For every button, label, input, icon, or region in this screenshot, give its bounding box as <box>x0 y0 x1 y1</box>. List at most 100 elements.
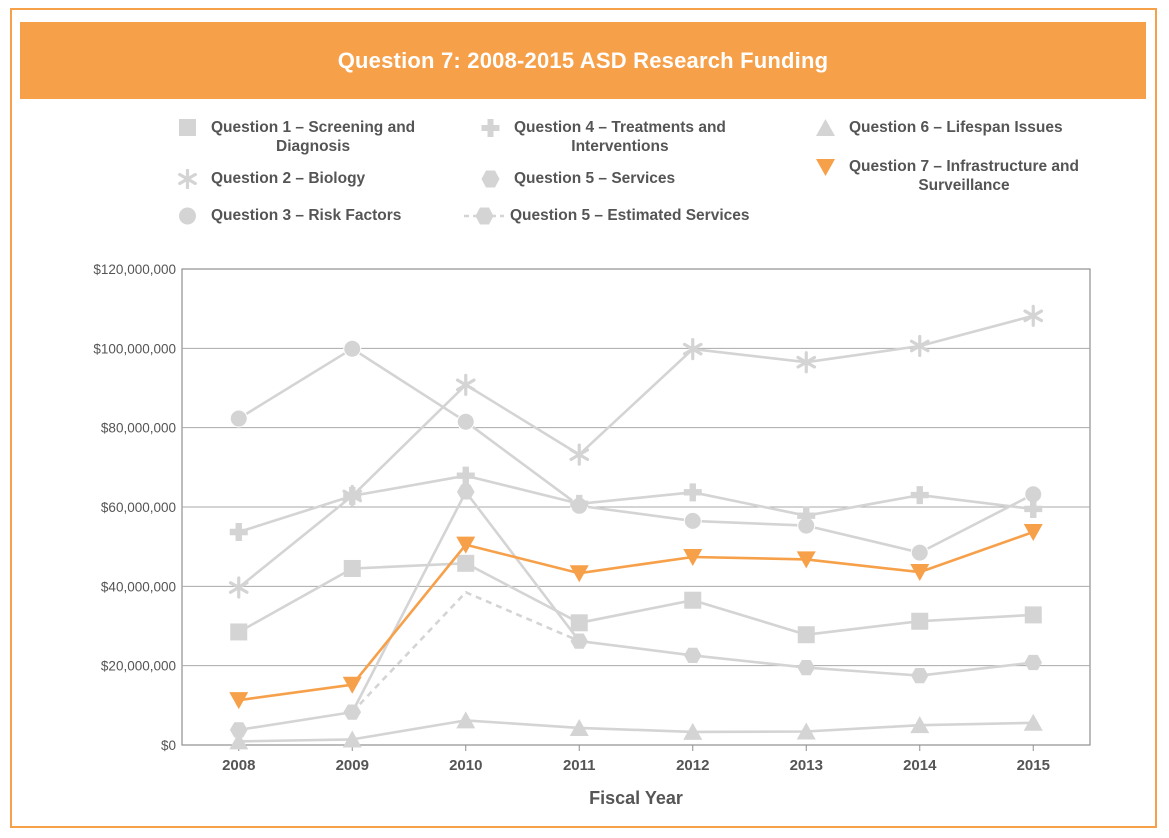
data-point-q6 <box>796 722 816 740</box>
data-point-q4 <box>1024 499 1043 518</box>
legend-item-q3: Question 3 – Risk Factors <box>173 206 401 226</box>
data-point-q3 <box>683 511 702 530</box>
data-point-q7 <box>683 548 703 566</box>
x-tick-label: 2013 <box>790 757 823 774</box>
legend-item-q2: Question 2 – Biology <box>173 169 365 189</box>
data-point-q6 <box>569 718 589 736</box>
x-tick-label: 2015 <box>1017 757 1050 774</box>
data-point-q6 <box>229 732 249 750</box>
y-tick-label: $20,000,000 <box>101 659 176 674</box>
data-point-q6 <box>456 711 476 729</box>
legend-label-q2: Question 2 – Biology <box>211 170 366 187</box>
dashed-hexagon-marker-icon <box>464 207 504 225</box>
data-point-q4 <box>910 486 929 505</box>
data-point-q2 <box>569 443 590 466</box>
x-tick-label: 2009 <box>336 757 369 774</box>
data-point-q7 <box>910 564 930 582</box>
data-point-q2 <box>909 334 930 358</box>
x-tick-label: 2012 <box>676 757 709 774</box>
series-line-q5 <box>238 490 1034 732</box>
asterisk-marker-icon <box>178 169 197 189</box>
hexagon-marker-icon <box>481 170 500 188</box>
legend-item-q5-estimated: Question 5 – Estimated Services <box>462 206 750 226</box>
data-point-q2 <box>228 576 249 599</box>
x-tick-label: 2010 <box>449 757 482 774</box>
data-point-q2 <box>455 373 476 396</box>
legend-item-q4: Question 4 – Treatments and Interventions <box>476 118 726 156</box>
data-point-q3 <box>456 412 475 431</box>
data-point-q4 <box>797 506 816 525</box>
legend-item-q1: Question 1 – Screening and Diagnosis <box>173 118 415 156</box>
triangle-down-marker-icon <box>816 159 835 176</box>
data-point-q6 <box>683 722 703 740</box>
data-point-q5 <box>684 647 702 663</box>
x-tick-label: 2014 <box>903 757 937 774</box>
data-point-q2 <box>342 484 363 507</box>
legend-item-q7: Question 7 – Infrastructure and Surveilla… <box>811 157 1079 195</box>
data-point-q6 <box>342 730 362 748</box>
data-point-q7 <box>569 565 589 583</box>
x-tick-label: 2008 <box>222 757 255 774</box>
circle-marker-icon <box>179 207 196 225</box>
series-line-q4 <box>238 474 1034 534</box>
data-point-q4 <box>570 494 589 513</box>
data-point-q1 <box>343 559 361 577</box>
data-point-q1 <box>797 626 815 644</box>
data-point-q4 <box>683 483 702 502</box>
legend-label-q1: Question 1 – Screening and Diagnosis <box>211 119 416 155</box>
data-point-q5 <box>911 668 929 684</box>
data-point-q4 <box>456 466 475 485</box>
legend-item-q6: Question 6 – Lifespan Issues <box>811 118 1063 138</box>
data-point-q1 <box>911 612 929 630</box>
x-axis-label: Fiscal Year <box>589 788 683 808</box>
series-line-q5e <box>351 591 580 713</box>
data-point-q7 <box>342 676 362 694</box>
series-line-q2 <box>237 314 1034 589</box>
y-tick-label: $120,000,000 <box>93 262 176 277</box>
series-line-q3 <box>238 347 1034 554</box>
legend-label-q6: Question 6 – Lifespan Issues <box>849 119 1063 136</box>
series-line-q6 <box>238 719 1034 743</box>
data-point-q5 <box>1024 654 1042 671</box>
legend-item-q5: Question 5 – Services <box>476 169 675 189</box>
data-point-q3 <box>229 409 248 428</box>
data-point-q2 <box>682 338 703 361</box>
legend-label-q7: Question 7 – Infrastructure and Surveilla… <box>849 158 1079 194</box>
data-point-q5 <box>797 660 815 676</box>
data-point-q6 <box>910 716 930 734</box>
data-point-q3 <box>910 543 929 562</box>
data-point-q7 <box>456 536 476 554</box>
data-point-q1 <box>457 554 475 572</box>
y-tick-label: $80,000,000 <box>101 421 176 436</box>
data-point-q1 <box>1024 606 1042 624</box>
y-tick-label: $100,000,000 <box>93 341 176 356</box>
title-banner: Question 7: 2008-2015 ASD Research Fundi… <box>20 22 1146 99</box>
data-point-q5 <box>456 484 475 500</box>
data-point-q3 <box>343 339 362 358</box>
data-point-q5 <box>343 704 362 720</box>
data-point-q7 <box>796 551 816 569</box>
x-tick-label: 2011 <box>563 757 596 774</box>
data-point-q4 <box>229 522 248 541</box>
triangle-marker-icon <box>816 119 835 136</box>
data-point-q7 <box>229 692 249 710</box>
legend-label-q5: Question 5 – Services <box>514 170 676 187</box>
data-point-q1 <box>684 591 702 609</box>
data-point-q2 <box>796 351 817 374</box>
y-tick-label: $40,000,000 <box>101 579 176 594</box>
y-tick-label: $60,000,000 <box>101 500 176 515</box>
series-line-q1 <box>238 562 1034 636</box>
chart-title: Question 7: 2008-2015 ASD Research Fundi… <box>337 47 829 73</box>
legend-label-q5-estimated: Question 5 – Estimated Services <box>510 207 750 224</box>
legend-label-q4: Question 4 – Treatments and Interventions <box>514 119 726 155</box>
series-line-q7 <box>238 530 1034 702</box>
data-point-q2 <box>1023 304 1044 327</box>
square-marker-icon <box>179 119 196 136</box>
data-point-q7 <box>1023 523 1043 541</box>
data-point-q6 <box>1023 713 1043 731</box>
legend-label-q3: Question 3 – Risk Factors <box>211 207 402 224</box>
y-tick-label: $0 <box>161 738 176 753</box>
plus-marker-icon <box>481 119 500 137</box>
data-point-q1 <box>230 623 248 641</box>
